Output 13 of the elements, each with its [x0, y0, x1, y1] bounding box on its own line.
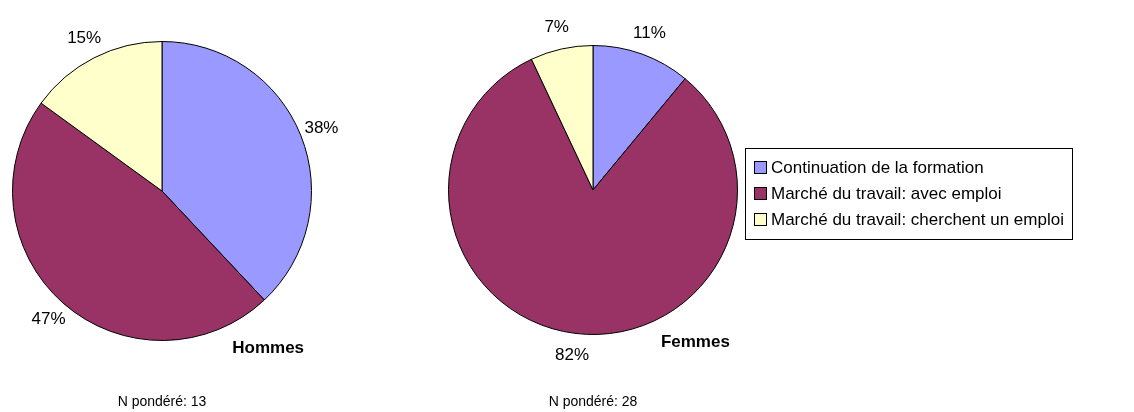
- data-label: 82%: [555, 344, 590, 364]
- data-label: 47%: [31, 309, 66, 329]
- legend-label: Marché du travail: cherchent un emploi: [770, 209, 1064, 231]
- data-label: 7%: [544, 17, 569, 37]
- legend-label: Continuation de la formation: [770, 157, 985, 179]
- data-label: 15%: [67, 27, 102, 47]
- text: Hommes: [232, 338, 305, 358]
- data-label: 11%: [633, 23, 666, 43]
- legend-label: Marché du travail: avec emploi: [770, 183, 1003, 205]
- text: Femmes: [660, 332, 730, 352]
- text: N pondéré: 28: [548, 392, 638, 409]
- data-label: 38%: [304, 117, 339, 137]
- text: N pondéré: 13: [117, 392, 207, 409]
